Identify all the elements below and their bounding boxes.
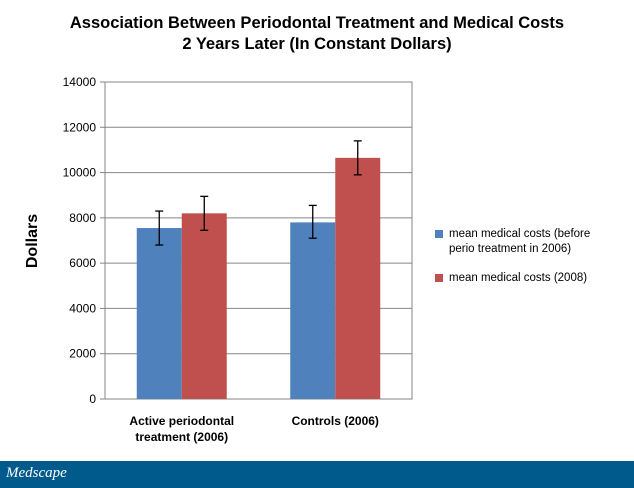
y-tick-label: 0 bbox=[89, 392, 96, 406]
legend-item-2008: mean medical costs (2008) bbox=[435, 271, 630, 287]
legend: mean medical costs (before perio treatme… bbox=[435, 227, 630, 297]
bar bbox=[181, 213, 227, 399]
plot-area bbox=[104, 81, 413, 400]
x-category-label: Active periodontal bbox=[129, 414, 234, 428]
legend-label-2008: mean medical costs (2008) bbox=[449, 272, 588, 284]
legend-swatch-before bbox=[435, 230, 443, 238]
bar bbox=[136, 228, 182, 399]
y-tick-label: 6000 bbox=[69, 256, 96, 270]
medscape-logo: Medscape bbox=[6, 465, 67, 481]
y-axis-label: Dollars bbox=[24, 214, 41, 268]
y-tick-label: 8000 bbox=[69, 211, 96, 225]
legend-swatch-2008 bbox=[435, 274, 443, 282]
legend-label-before-line1: mean medical costs (before bbox=[449, 228, 591, 240]
y-tick-label: 12000 bbox=[63, 120, 97, 134]
chart-title: Association Between Periodontal Treatmen… bbox=[69, 14, 565, 32]
legend-label-before: mean medical costs (before perio treatme… bbox=[449, 227, 634, 257]
x-category-label: Controls (2006) bbox=[292, 414, 379, 428]
footer-bar: Medscape bbox=[0, 461, 634, 488]
y-tick-label: 10000 bbox=[63, 166, 97, 180]
bar-chart: 0 2000 4000 6000 8000 10000 12000 14000 Dollars A… bbox=[24, 75, 413, 444]
legend-item-before: mean medical costs (before perio treatme… bbox=[435, 227, 630, 259]
y-tick-label: 4000 bbox=[69, 301, 96, 315]
y-tick-label: 2000 bbox=[69, 347, 96, 361]
chart-subtitle: 2 Years Later (In Constant Dollars) bbox=[182, 35, 452, 53]
y-tick-label: 14000 bbox=[63, 75, 97, 89]
bar bbox=[335, 157, 381, 399]
legend-label-before-line2: perio treatment in 2006) bbox=[449, 243, 572, 255]
bar bbox=[290, 222, 336, 399]
x-category-label: treatment (2006) bbox=[135, 430, 228, 444]
